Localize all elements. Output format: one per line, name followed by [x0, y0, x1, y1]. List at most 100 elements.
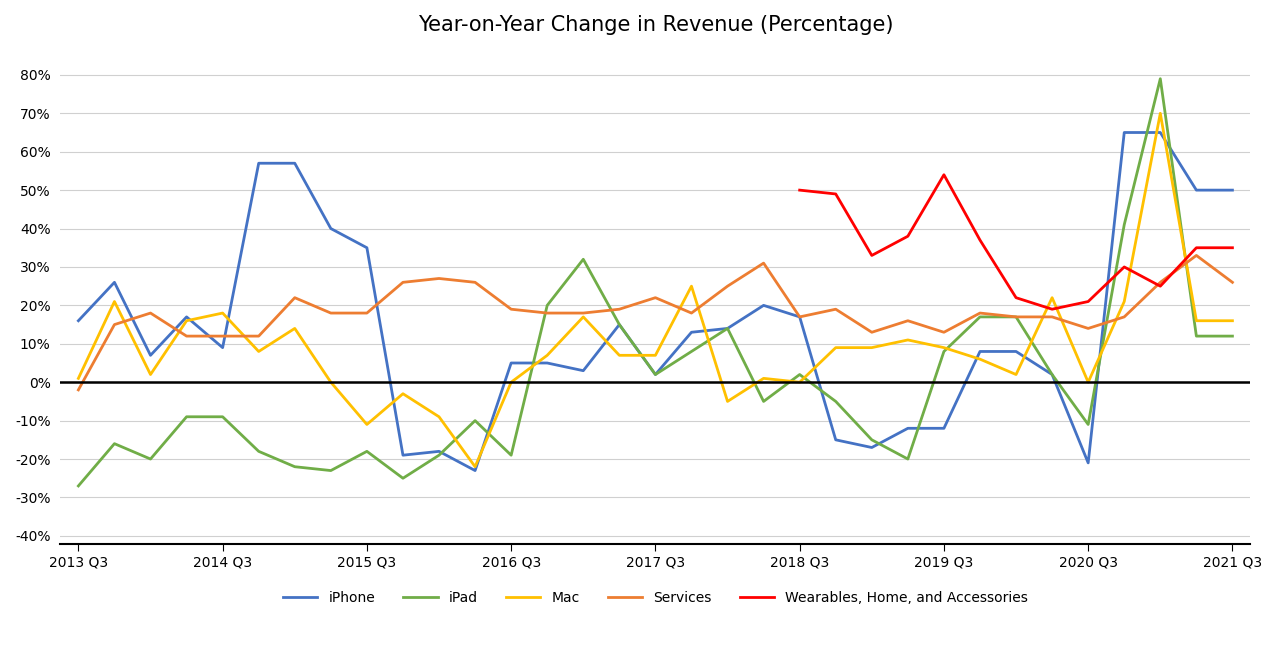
Mac: [1225, 317, 1240, 325]
iPhone: [936, 424, 951, 432]
iPad: [467, 416, 483, 424]
iPad: [756, 397, 772, 405]
iPhone: [143, 352, 159, 360]
Services: [179, 332, 195, 340]
iPhone: [106, 278, 122, 286]
Mac: [864, 344, 879, 352]
Wearables, Home, and Accessories: [1189, 244, 1204, 252]
Mac: [70, 374, 86, 382]
Services: [287, 293, 302, 301]
iPhone: [719, 325, 735, 332]
Mac: [719, 397, 735, 405]
iPad: [1152, 75, 1167, 83]
iPad: [360, 447, 375, 455]
Services: [431, 274, 447, 282]
iPhone: [1080, 459, 1096, 467]
Services: [467, 278, 483, 286]
Wearables, Home, and Accessories: [792, 186, 808, 194]
iPad: [431, 451, 447, 459]
Services: [864, 329, 879, 336]
iPhone: [1189, 186, 1204, 194]
iPhone: [503, 359, 518, 367]
Services: [1225, 278, 1240, 286]
Services: [360, 309, 375, 317]
Mac: [828, 344, 844, 352]
Wearables, Home, and Accessories: [973, 236, 988, 244]
Wearables, Home, and Accessories: [828, 190, 844, 198]
Line: Wearables, Home, and Accessories: Wearables, Home, and Accessories: [800, 175, 1233, 309]
iPhone: [251, 159, 266, 167]
Mac: [467, 463, 483, 471]
Mac: [1152, 109, 1167, 117]
Services: [1009, 313, 1024, 321]
Services: [756, 259, 772, 267]
iPhone: [215, 344, 230, 352]
iPad: [828, 397, 844, 405]
Mac: [431, 413, 447, 421]
Services: [323, 309, 338, 317]
Services: [1044, 313, 1060, 321]
iPhone: [540, 359, 556, 367]
iPad: [70, 482, 86, 490]
iPad: [503, 451, 518, 459]
Mac: [287, 325, 302, 332]
Wearables, Home, and Accessories: [1116, 263, 1132, 271]
Mac: [396, 390, 411, 398]
iPhone: [612, 321, 627, 329]
Line: Mac: Mac: [78, 113, 1233, 467]
Services: [1116, 313, 1132, 321]
Mac: [323, 378, 338, 386]
Services: [1189, 251, 1204, 259]
iPhone: [648, 371, 663, 379]
Services: [540, 309, 556, 317]
iPad: [576, 255, 591, 263]
Wearables, Home, and Accessories: [1080, 297, 1096, 305]
Services: [1152, 278, 1167, 286]
Services: [792, 313, 808, 321]
Services: [828, 305, 844, 313]
iPhone: [576, 367, 591, 375]
iPad: [900, 455, 915, 463]
iPhone: [1225, 186, 1240, 194]
Mac: [143, 371, 159, 379]
Wearables, Home, and Accessories: [1225, 244, 1240, 252]
Mac: [612, 352, 627, 360]
Wearables, Home, and Accessories: [1152, 282, 1167, 290]
Services: [576, 309, 591, 317]
iPhone: [360, 244, 375, 252]
Services: [70, 386, 86, 394]
Wearables, Home, and Accessories: [1044, 305, 1060, 313]
iPad: [323, 467, 338, 475]
Mac: [1116, 297, 1132, 305]
Services: [719, 282, 735, 290]
iPhone: [973, 348, 988, 356]
iPad: [1044, 371, 1060, 379]
Services: [503, 305, 518, 313]
iPad: [936, 348, 951, 356]
Line: iPad: iPad: [78, 79, 1233, 486]
iPad: [106, 440, 122, 447]
Services: [612, 305, 627, 313]
Mac: [251, 348, 266, 356]
iPhone: [1116, 128, 1132, 136]
Wearables, Home, and Accessories: [900, 232, 915, 240]
iPad: [215, 413, 230, 421]
Services: [973, 309, 988, 317]
Line: iPhone: iPhone: [78, 132, 1233, 471]
iPhone: [864, 444, 879, 451]
iPhone: [1044, 371, 1060, 379]
iPad: [684, 348, 699, 356]
iPad: [1116, 221, 1132, 229]
Mac: [684, 282, 699, 290]
Services: [396, 278, 411, 286]
Mac: [648, 352, 663, 360]
Line: Services: Services: [78, 255, 1233, 390]
iPad: [1225, 332, 1240, 340]
Mac: [215, 309, 230, 317]
Mac: [1080, 378, 1096, 386]
iPhone: [900, 424, 915, 432]
Title: Year-on-Year Change in Revenue (Percentage): Year-on-Year Change in Revenue (Percenta…: [417, 15, 893, 35]
Mac: [540, 352, 556, 360]
iPhone: [431, 447, 447, 455]
Wearables, Home, and Accessories: [936, 171, 951, 178]
